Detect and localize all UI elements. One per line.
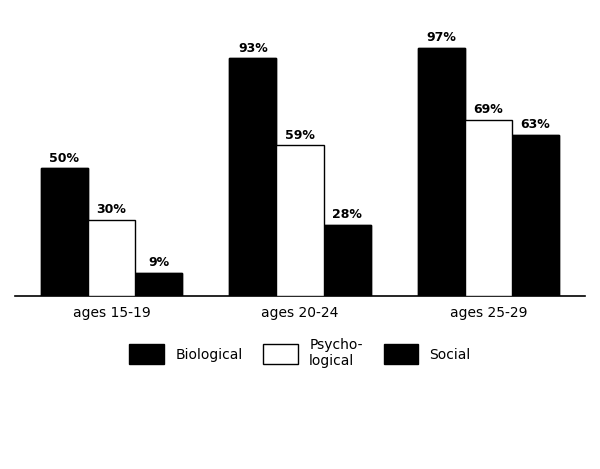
Text: 9%: 9% — [148, 257, 169, 270]
Text: 30%: 30% — [97, 203, 127, 216]
Text: 69%: 69% — [473, 103, 503, 116]
Text: 63%: 63% — [521, 118, 550, 131]
Bar — [135, 273, 182, 296]
Text: 50%: 50% — [49, 151, 79, 165]
Text: 93%: 93% — [238, 42, 268, 55]
Bar — [323, 225, 371, 296]
Text: 28%: 28% — [332, 208, 362, 221]
Bar — [512, 135, 559, 296]
Legend: Biological, Psycho-
logical, Social: Biological, Psycho- logical, Social — [124, 333, 476, 374]
Bar — [41, 168, 88, 296]
Bar — [135, 273, 182, 296]
Bar — [229, 59, 277, 296]
Bar — [41, 168, 88, 296]
Text: 59%: 59% — [285, 129, 315, 142]
Bar — [418, 48, 465, 296]
Bar — [418, 48, 465, 296]
Text: 97%: 97% — [427, 31, 456, 45]
Bar — [277, 145, 323, 296]
Bar — [512, 135, 559, 296]
Bar — [465, 120, 512, 296]
Bar — [323, 225, 371, 296]
Bar — [229, 59, 277, 296]
Bar — [88, 219, 135, 296]
